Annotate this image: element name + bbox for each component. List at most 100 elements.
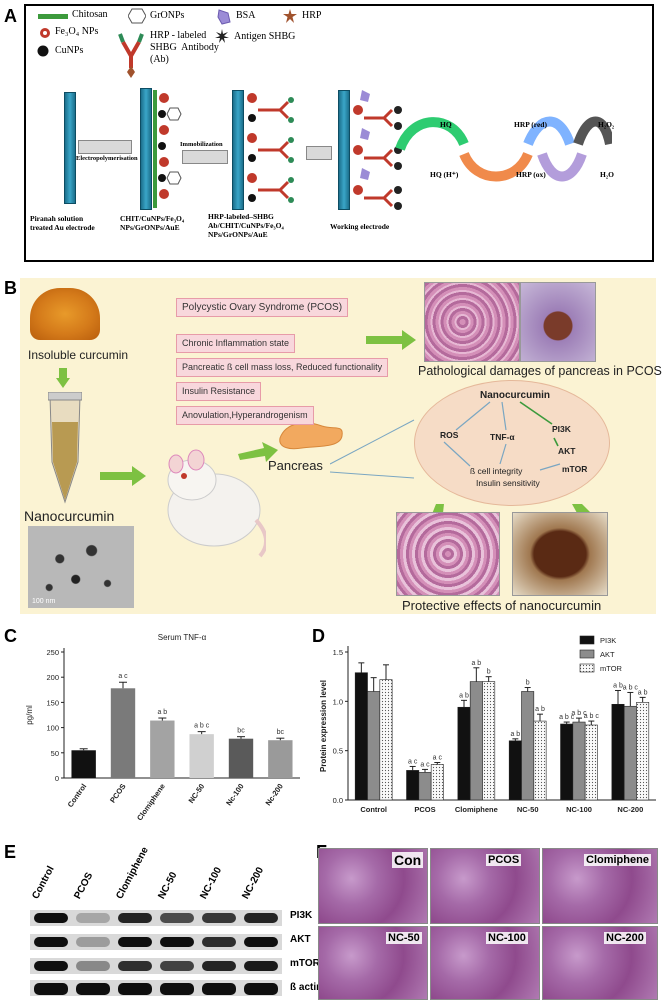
chart-c-category-label: PCOS: [108, 782, 128, 805]
histology-label-clomiphene: Clomiphene: [584, 854, 651, 866]
blot-band: [244, 961, 278, 971]
chart-d-sig-label: b: [526, 680, 530, 687]
chart-d-bar: [521, 691, 535, 801]
insulin-resistance-box: Insulin Resistance: [176, 382, 262, 401]
chart-c-bar: [268, 740, 293, 778]
blot-label-beta-actin: ß actin: [290, 982, 323, 993]
chart-d-bar: [623, 705, 637, 801]
chart-d-y-tick-label: 0.0: [333, 796, 343, 805]
blot-lane-label: PCOS: [72, 870, 96, 901]
legend-antigen: Antigen SHBG: [234, 31, 296, 42]
legend-cunps: CuNPs: [55, 45, 84, 56]
oval-beta-integrity: ß cell integrity: [470, 466, 523, 476]
panel-e-label: E: [4, 842, 17, 862]
chart-d-sig-label: a b: [471, 660, 481, 667]
chart-c-sig-label: a c: [118, 673, 128, 680]
arrow-to-pathology: [366, 330, 416, 350]
antigen-icon: [215, 29, 229, 43]
blot-band: [34, 983, 68, 995]
caption-bare-electrode: Piranah solution treated Au electrode: [30, 214, 95, 232]
chart-d-category-label: PCOS: [414, 805, 435, 814]
bare-electrode: [64, 92, 76, 204]
chart-d-bar: [469, 681, 483, 801]
blot-band: [118, 961, 152, 971]
legend-hrp: HRP: [302, 10, 322, 21]
chart-c-bar: [228, 738, 254, 778]
chart-d-legend-swatch: [579, 663, 595, 673]
chart-d-sig-label: b: [487, 669, 491, 676]
blot-label-akt: AKT: [290, 934, 311, 945]
chitosan-legend-swatch: [38, 14, 68, 19]
chart-d-y-tick-label: 0.5: [333, 747, 343, 756]
chart-d-bar: [406, 770, 420, 801]
legend-chitosan: Chitosan: [72, 9, 108, 20]
blot-band: [244, 937, 278, 947]
oval-tnf: TNF-α: [490, 432, 515, 442]
chart-c-y-tick-label: 50: [51, 749, 59, 758]
rat-image: [167, 449, 266, 558]
pcos-box: Polycystic Ovary Syndrome (PCOS): [176, 298, 349, 317]
chart-d-sig-label: a c: [433, 755, 443, 762]
histology-label-con: Con: [392, 852, 424, 868]
chart-d-bar: [482, 681, 496, 801]
chart-d-bar: [508, 740, 522, 801]
chart-d-y-tick-label: 1.5: [333, 648, 343, 657]
legend-gronps: GrONPs: [150, 10, 185, 21]
caption-antibody-electrode: HRP-labeled–SHBG Ab/CHIT/CuNPs/Fe₃O₄ NPs…: [208, 212, 284, 239]
mechanism-oval: [414, 380, 610, 506]
chart-d-category-label: Clomiphene: [455, 805, 498, 814]
blot-band: [76, 983, 110, 995]
oval-insulin-sensitivity: Insulin sensitivity: [476, 478, 540, 488]
beta-cell-box: Pancreatic ß cell mass loss, Reduced fun…: [176, 358, 389, 377]
blot-band: [202, 913, 236, 923]
caption-working-electrode: Working electrode: [330, 222, 390, 231]
antigen-arrow: [306, 146, 332, 160]
fe3o4-icon: [40, 28, 50, 38]
blot-band: [76, 937, 110, 947]
blot-band: [202, 937, 236, 947]
np-decorations-2: [247, 93, 294, 203]
chart-c-category-label: Nc-200: [263, 782, 284, 807]
immobilization-arrow: [182, 150, 228, 164]
cycle-hq-h: HQ (H⁺): [430, 170, 459, 179]
oval-pi3k: PI3K: [552, 424, 571, 434]
oval-nanocurcumin: Nanocurcumin: [480, 390, 551, 401]
chart-d-sig-label: a c: [408, 758, 418, 765]
scale-bar-label: 100 nm: [32, 598, 56, 605]
chart-c-category-label: Nc-100: [224, 782, 245, 807]
chart-c-bar: [110, 688, 136, 778]
chart-d-sig-label: a b c: [571, 710, 587, 717]
blot-band: [244, 913, 278, 923]
chart-c-y-tick-label: 200: [46, 673, 59, 682]
blot-lane-label: Clomiphene: [114, 845, 151, 901]
chart-d-sig-label: a b: [535, 706, 545, 713]
cunp-icon: [37, 45, 49, 57]
antibody-electrode: [232, 90, 244, 210]
blot-band: [76, 961, 110, 971]
chart-d-category-label: NC-50: [517, 805, 539, 814]
chart-c-sig-label: bc: [277, 729, 285, 736]
chart-d-bar: [584, 724, 598, 801]
chart-c-sig-label: bc: [237, 728, 245, 735]
blot-lane-label: NC-100: [198, 865, 225, 901]
chart-c-sig-label: a b: [157, 709, 167, 716]
hrp-icon: [283, 9, 297, 23]
pancreas-label: Pancreas: [268, 458, 323, 473]
bsa-icon: [217, 9, 231, 25]
chart-d-y-tick-label: 1.0: [333, 697, 343, 706]
chitosan-layer: [153, 90, 157, 208]
chart-c-category-label: Control: [66, 782, 89, 809]
blot-band: [160, 961, 194, 971]
inflammation-box: Chronic Inflammation state: [176, 334, 296, 353]
antibody-icon: [118, 33, 144, 78]
blot-band: [160, 913, 194, 923]
chart-d-y-label: Protein expression level: [319, 680, 328, 772]
chart-d-bar: [611, 703, 625, 801]
chart-d-bar: [572, 721, 586, 801]
chart-d-legend-label: AKT: [600, 650, 615, 659]
panel-c-label: C: [4, 626, 17, 646]
legend-fe3o4: Fe₃O₄ NPs: [55, 26, 99, 37]
legend-bsa: BSA: [236, 10, 256, 21]
panel-b-label: B: [4, 278, 17, 298]
protein-expression-chart: 0.0 0.5 1.0 1.5 Protein expression level Cont…: [319, 635, 656, 814]
